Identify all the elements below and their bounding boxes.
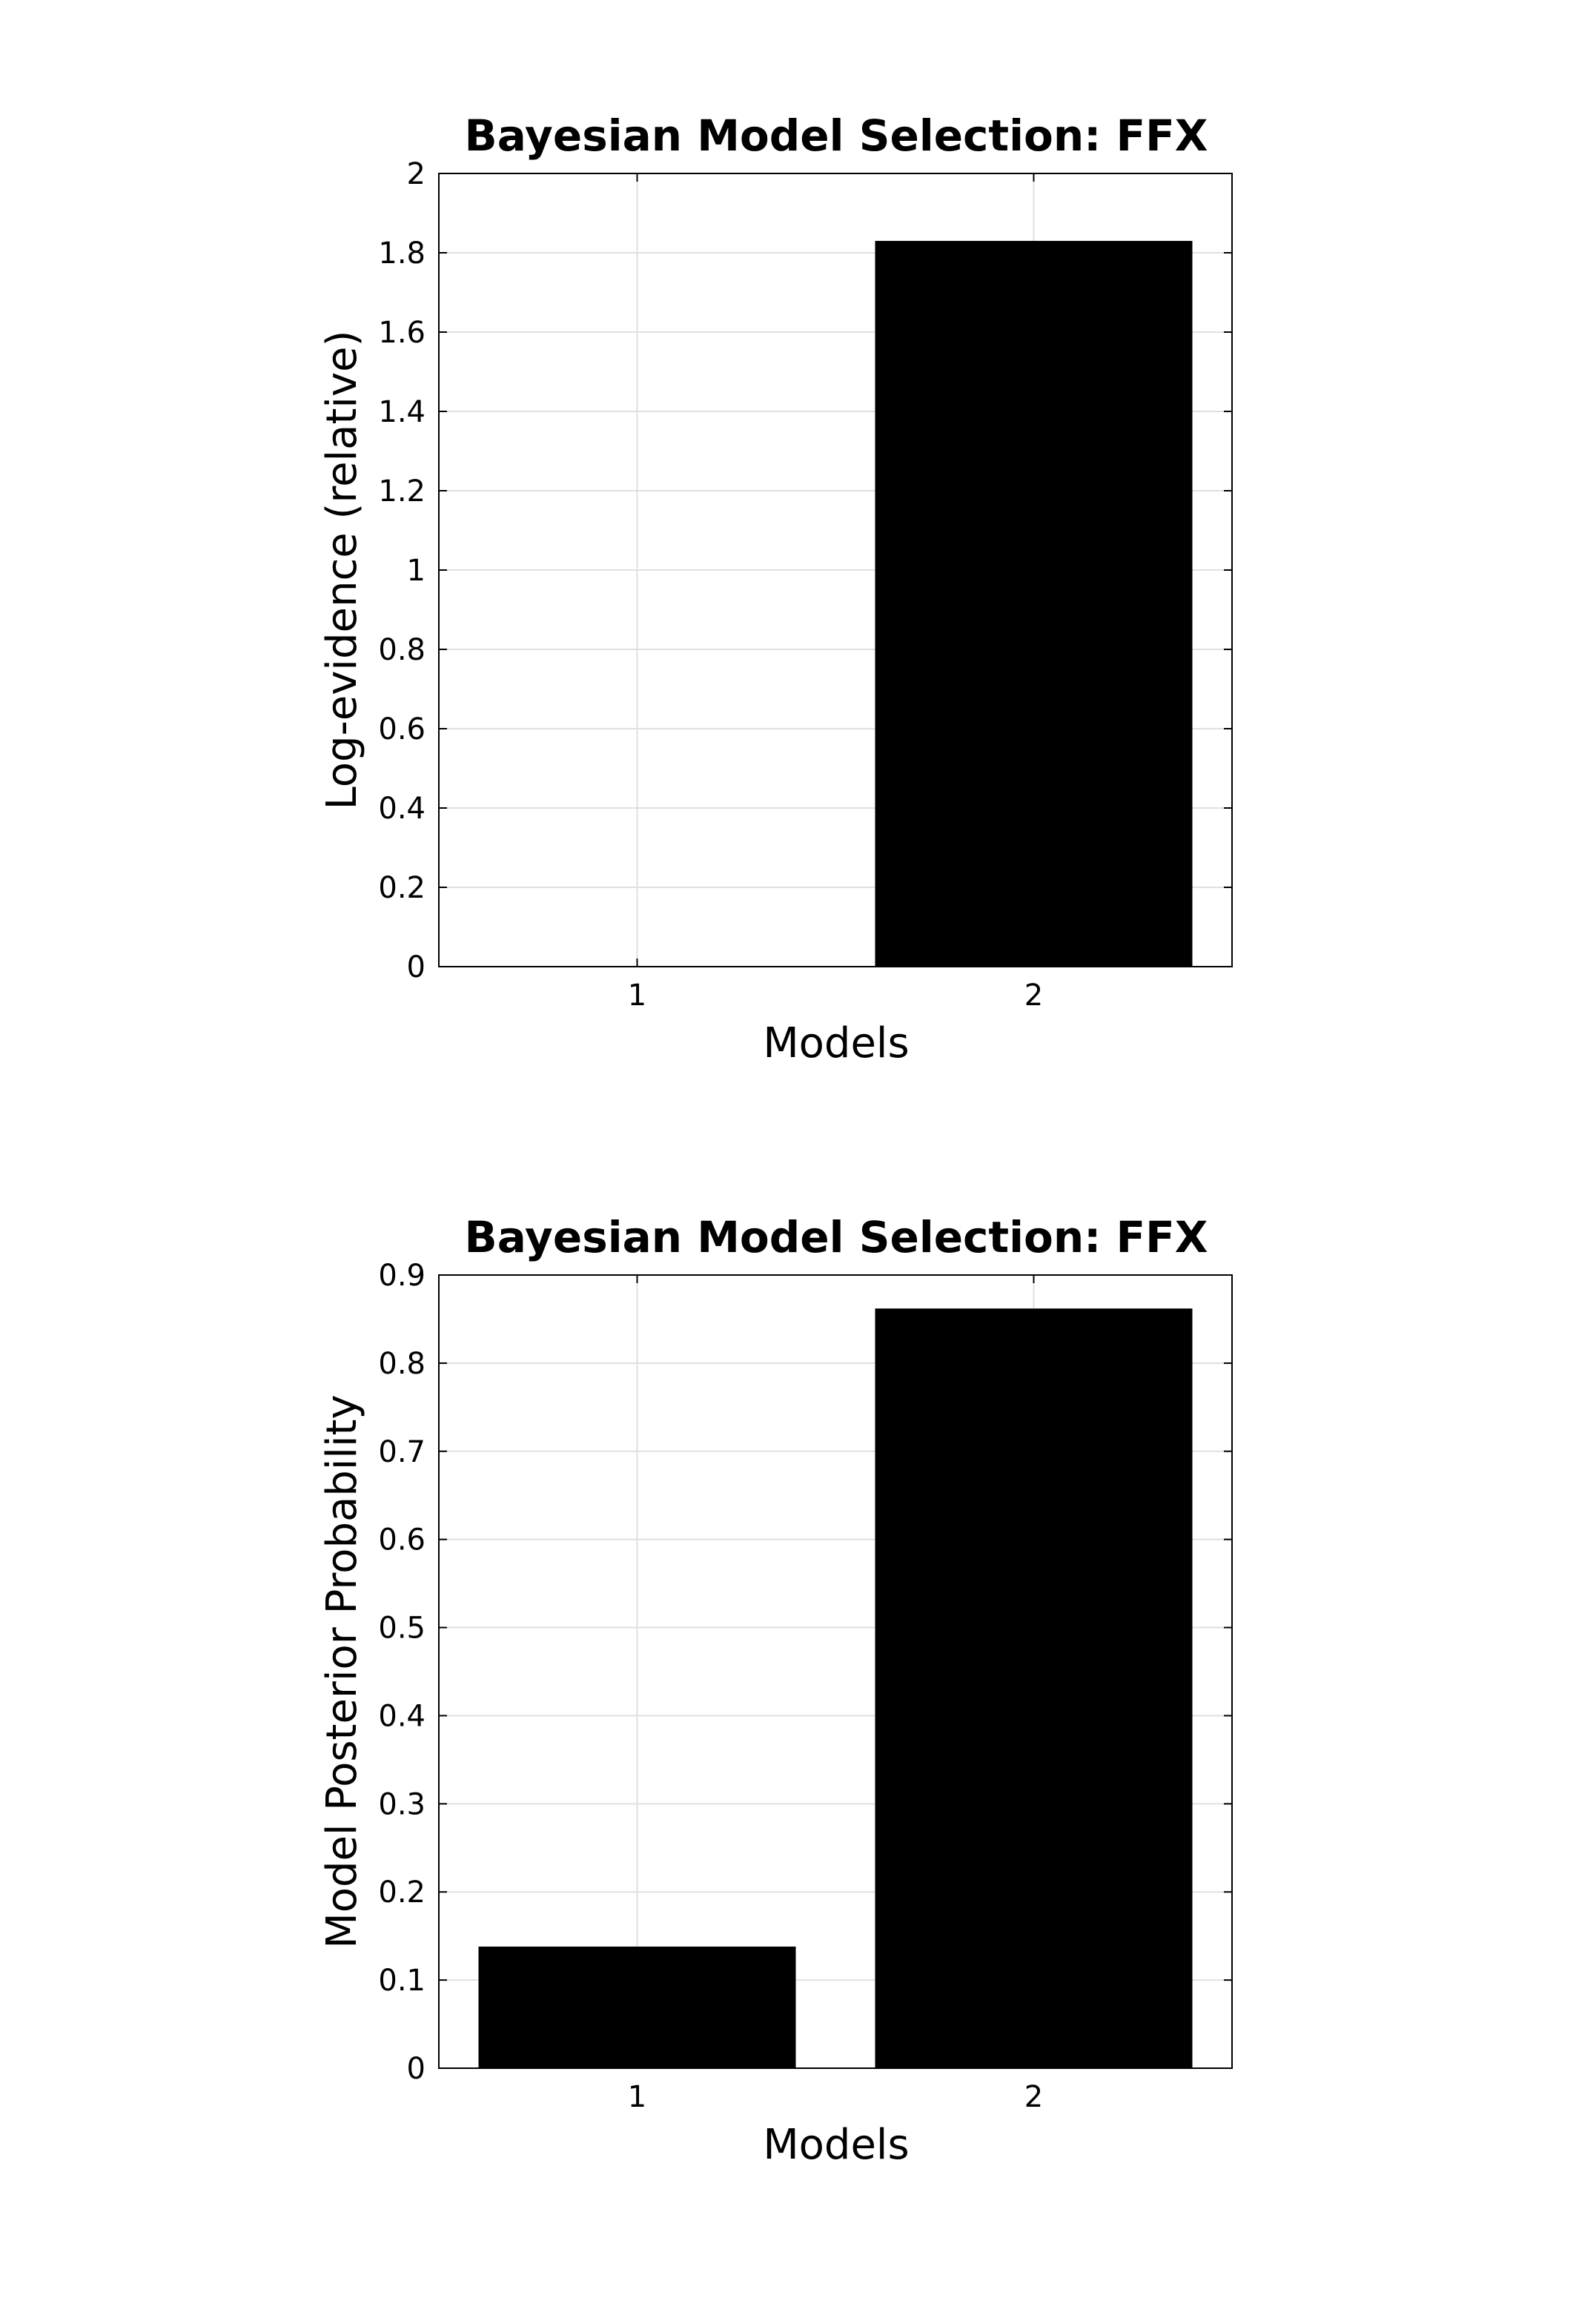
y-tick-label: 2: [407, 157, 426, 191]
y-tick-label: 0.8: [378, 633, 426, 667]
tick-marks: [439, 173, 1232, 967]
y-tick-label: 0.7: [378, 1435, 426, 1469]
chart-title: Bayesian Model Selection: FFX: [464, 110, 1208, 161]
bars: [478, 1308, 1193, 2068]
y-tick-label: 0.8: [378, 1347, 426, 1381]
bar-model-2: [875, 240, 1193, 967]
chart-title: Bayesian Model Selection: FFX: [464, 1212, 1208, 1262]
plot-frame: [438, 1274, 1233, 2069]
y-tick-label: 0.4: [378, 792, 426, 826]
y-axis-label: Log-evidence (relative): [318, 331, 366, 810]
y-tick-label: 0.5: [378, 1612, 426, 1646]
x-tick-label: 2: [1024, 979, 1043, 1013]
y-tick-labels: 0 0.1 0.2 0.3 0.4 0.5 0.6 0.7 0.8 0.9: [378, 1259, 426, 2086]
posterior-probability-chart: Bayesian Model Selection: FFX 0 0.1 0.2 0.3…: [318, 1212, 1233, 2169]
y-tick-label: 0.6: [378, 1523, 426, 1557]
x-tick-label: 1: [628, 2080, 646, 2114]
y-tick-label: 1.6: [378, 316, 426, 350]
x-tick-label: 1: [628, 979, 646, 1013]
y-tick-label: 0: [407, 2052, 426, 2086]
log-evidence-chart: Bayesian Model Selection: FFX 0 0.2 0.4 0.6…: [318, 110, 1233, 1067]
y-tick-label: 1.4: [378, 395, 426, 429]
tick-marks: [439, 1274, 1232, 2069]
y-tick-label: 0.9: [378, 1259, 426, 1293]
bar-model-2: [875, 1308, 1193, 2068]
x-axis-label: Models: [763, 2121, 909, 2169]
y-tick-label: 0.1: [378, 1964, 426, 1998]
y-tick-label: 0: [407, 950, 426, 984]
y-tick-label: 1.2: [378, 474, 426, 509]
y-tick-label: 1.8: [378, 236, 426, 271]
y-tick-label: 0.6: [378, 712, 426, 746]
x-axis-label: Models: [763, 1019, 909, 1067]
bars: [875, 240, 1193, 967]
y-tick-labels: 0 0.2 0.4 0.6 0.8 1 1.2 1.4 1.6 1.8 2: [378, 157, 426, 984]
x-tick-label: 2: [1024, 2080, 1043, 2114]
bar-model-1: [478, 1946, 796, 2068]
y-tick-label: 0.3: [378, 1787, 426, 1821]
y-tick-label: 1: [407, 554, 426, 588]
y-axis-label: Model Posterior Probability: [318, 1394, 366, 1948]
y-tick-label: 0.2: [378, 1875, 426, 1910]
y-tick-label: 0.2: [378, 871, 426, 905]
y-tick-label: 0.4: [378, 1699, 426, 1733]
